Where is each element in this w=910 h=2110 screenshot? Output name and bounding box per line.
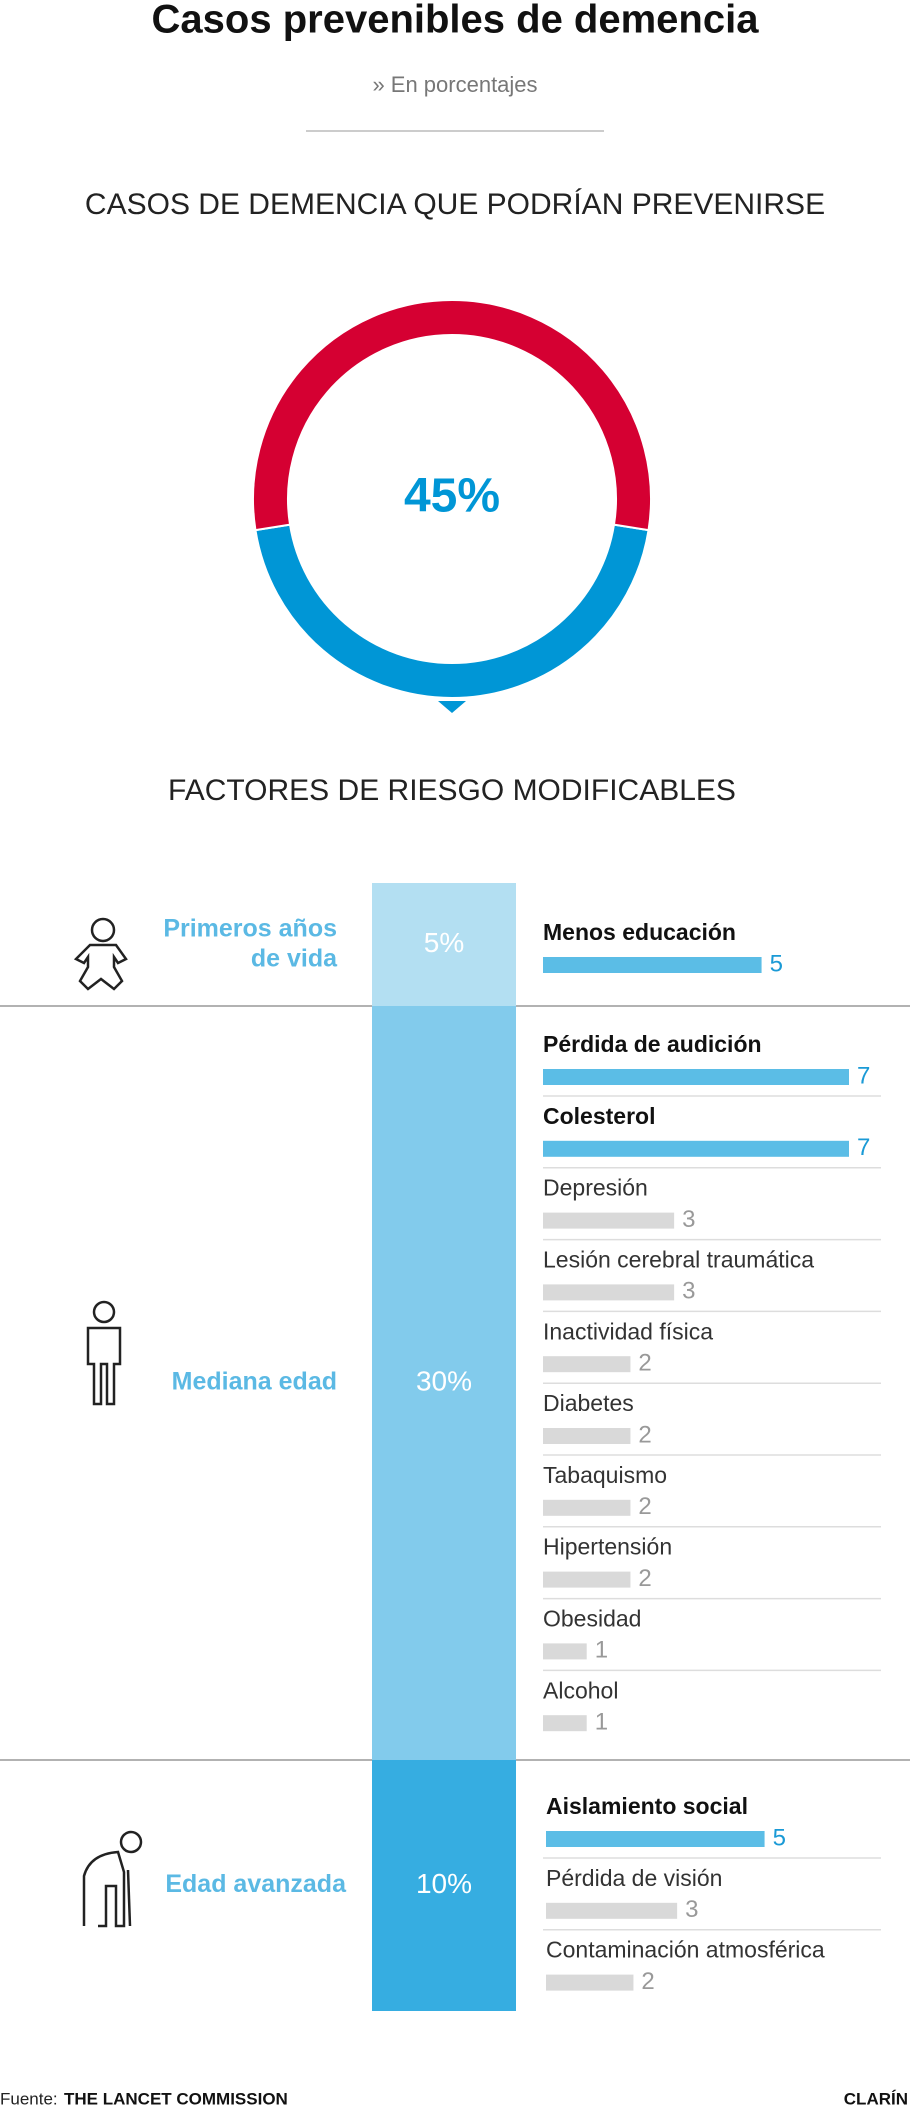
group-name: Mediana edad: [172, 1368, 337, 1396]
subtitle: » En porcentajes: [372, 72, 537, 97]
item-label: Aislamiento social: [546, 1793, 748, 1819]
item-label: Contaminación atmosférica: [546, 1937, 825, 1963]
group-name: Primeros años de vida: [163, 914, 338, 972]
group-name: Edad avanzada: [165, 1870, 347, 1898]
donut-segment: [254, 523, 650, 699]
item-label: Depresión: [543, 1175, 648, 1201]
donut-segment: [252, 299, 652, 532]
item-label: Diabetes: [543, 1390, 634, 1416]
value-label: 1: [595, 1637, 608, 1664]
item-label: Lesión cerebral traumática: [543, 1246, 814, 1272]
bar: [543, 957, 762, 973]
value-label: 2: [638, 1350, 651, 1377]
icon-baby: [73, 917, 128, 991]
bar: [543, 1212, 675, 1229]
bar: [543, 1715, 587, 1732]
section-title: CASOS DE DEMENCIA QUE PODRÍAN PREVENIRSE: [85, 188, 825, 221]
bar: [543, 1284, 675, 1301]
source-label: Fuente:: [0, 2089, 58, 2108]
bar: [543, 1140, 849, 1157]
item-label: Pérdida de visión: [546, 1865, 722, 1891]
section-title: FACTORES DE RIESGO MODIFICABLES: [168, 774, 736, 807]
bar: [543, 1571, 631, 1588]
title: Casos prevenibles de demencia: [152, 0, 760, 42]
item-label: Obesidad: [543, 1605, 641, 1631]
brand: CLARÍN: [844, 2089, 908, 2108]
bar: [543, 1428, 631, 1444]
center-label: 45%: [404, 470, 500, 523]
item-label: Pérdida de audición: [543, 1031, 762, 1057]
group-total: 5%: [424, 927, 464, 958]
item-label: Colesterol: [543, 1103, 655, 1129]
item-label: Inactividad física: [543, 1318, 713, 1344]
bar: [543, 1069, 849, 1085]
value-label: 7: [857, 1134, 870, 1161]
value-label: 2: [638, 1421, 651, 1448]
value-label: 1: [595, 1709, 608, 1736]
value-label: 2: [638, 1493, 651, 1520]
group-total: 30%: [416, 1365, 472, 1396]
bar: [546, 1902, 678, 1919]
group-total: 10%: [416, 1868, 472, 1899]
value-label: 3: [685, 1896, 698, 1923]
value-label: 2: [638, 1565, 651, 1592]
item-label: Menos educación: [543, 919, 736, 945]
value-label: 3: [682, 1206, 695, 1233]
item-label: Alcohol: [543, 1677, 618, 1703]
value-label: 2: [641, 1968, 654, 1995]
bar: [543, 1356, 631, 1373]
value-label: 5: [770, 950, 783, 977]
item-label: Hipertensión: [543, 1534, 672, 1560]
bar: [546, 1974, 634, 1991]
total-column: [372, 883, 516, 1006]
bar: [546, 1831, 765, 1847]
item-label: Tabaquismo: [543, 1462, 667, 1488]
value-label: 3: [682, 1278, 695, 1305]
value-label: 5: [773, 1824, 786, 1851]
value-label: 7: [857, 1062, 870, 1089]
total-column: [372, 1006, 516, 1760]
bar: [543, 1643, 587, 1660]
total-column: [372, 1760, 516, 2011]
pointer: [438, 701, 466, 713]
icon-adult: [86, 1300, 122, 1406]
icon-elderly: [82, 1830, 143, 1928]
bar: [543, 1499, 631, 1516]
source: THE LANCET COMMISSION: [64, 2089, 288, 2108]
